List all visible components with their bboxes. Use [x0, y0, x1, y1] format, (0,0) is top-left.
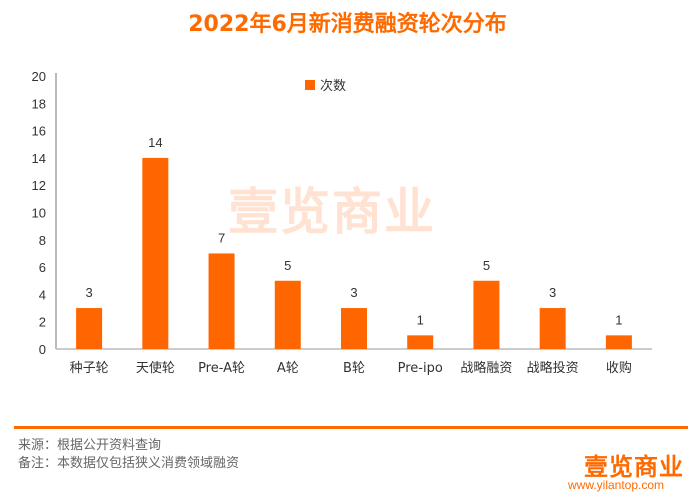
data-label: 3	[549, 285, 556, 300]
x-tick-label: B轮	[343, 361, 365, 376]
data-label: 3	[85, 285, 92, 300]
bar	[142, 157, 169, 349]
remark-note: 备注：本数据仅包括狭义消费领域融资	[18, 456, 240, 471]
data-label: 5	[284, 258, 291, 273]
data-label: 14	[148, 135, 162, 150]
watermark: 壹览商业	[228, 183, 436, 241]
y-tick-label: 0	[39, 342, 46, 357]
bar	[341, 308, 367, 349]
data-label: 1	[615, 312, 622, 327]
bar-chart: 0 2 4 6 8 10 12 14 16 18 20 3 种子轮 14 天使轮 7 Pre-A轮 5 A轮 3 B轮 1…	[32, 69, 652, 376]
y-tick-label: 2	[39, 315, 46, 330]
y-tick-label: 12	[32, 178, 46, 193]
bar	[208, 253, 235, 349]
footer-divider	[14, 426, 688, 429]
brand-logo: 壹览商业	[584, 453, 684, 481]
website-link[interactable]: www.yilantop.com	[568, 478, 665, 492]
bar	[407, 335, 434, 349]
x-tick-label: 天使轮	[136, 360, 175, 376]
y-tick-label: 8	[39, 233, 46, 248]
data-label: 1	[417, 312, 424, 327]
bar	[473, 280, 500, 349]
y-tick-label: 18	[32, 96, 46, 111]
x-tick-label: 战略投资	[527, 360, 579, 376]
x-tick-label: 收购	[606, 360, 632, 376]
bar	[539, 308, 566, 349]
y-tick-label: 14	[32, 151, 46, 166]
x-tick-label: A轮	[277, 361, 299, 376]
legend-label: 次数	[320, 78, 346, 94]
y-tick-label: 20	[32, 69, 46, 84]
x-tick-label: 战略融资	[460, 360, 512, 376]
chart-title: 2022年6月新消费融资轮次分布	[188, 12, 507, 37]
bar	[274, 280, 301, 349]
data-label: 5	[483, 258, 490, 273]
x-tick-label: Pre-ipo	[398, 361, 443, 376]
y-tick-label: 16	[32, 124, 46, 139]
y-tick-label: 4	[39, 287, 46, 302]
data-label: 7	[218, 230, 225, 245]
source-note: 来源：根据公开资料查询	[18, 438, 162, 453]
legend-swatch	[305, 80, 315, 90]
x-tick-label: 种子轮	[70, 361, 109, 376]
y-tick-label: 6	[39, 260, 46, 275]
bar	[76, 308, 103, 349]
x-tick-label: Pre-A轮	[198, 361, 245, 376]
y-tick-label: 10	[32, 206, 46, 221]
bar	[605, 335, 632, 349]
data-label: 3	[350, 285, 357, 300]
